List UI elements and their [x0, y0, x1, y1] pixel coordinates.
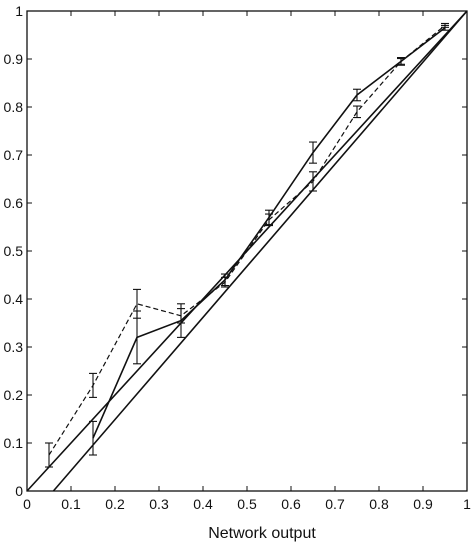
error-bar	[309, 171, 317, 192]
x-tick-label: 0.3	[149, 496, 169, 512]
y-tick-label: 0.7	[4, 147, 24, 163]
x-tick-label: 0.9	[413, 496, 433, 512]
series-2	[45, 22, 449, 468]
y-tick-labels: 0 0.1 0.2 0.3 0.4 0.5 0.6 0.7 0.8 0.9 1	[4, 3, 24, 499]
x-tick-label: 1	[463, 496, 471, 512]
x-tick-label: 0.8	[369, 496, 389, 512]
y-tick-label: 0.6	[4, 195, 24, 211]
y-tick-label: 0	[15, 483, 23, 499]
x-tick-label: 0.7	[325, 496, 345, 512]
y-tick-label: 0.5	[4, 243, 24, 259]
x-tick-label: 0.5	[237, 496, 257, 512]
series-layer	[26, 10, 468, 492]
y-tick-label: 0.3	[4, 339, 24, 355]
error-bar	[353, 105, 361, 119]
error-bar	[265, 213, 273, 227]
error-bar	[89, 372, 97, 398]
series-line	[92, 27, 446, 439]
series-line	[52, 10, 468, 492]
y-tick-label: 1	[15, 3, 23, 19]
y-tick-label: 0.4	[4, 291, 24, 307]
x-axis-label: Network output	[208, 525, 316, 542]
series-4	[52, 10, 468, 492]
y-tick-label: 0.8	[4, 99, 24, 115]
x-tick-label: 0.4	[193, 496, 213, 512]
error-bar	[441, 22, 449, 28]
x-tick-labels: 0 0.1 0.2 0.3 0.4 0.5 0.6 0.7 0.8 0.9 1	[23, 496, 471, 512]
x-tick-label: 0.6	[281, 496, 301, 512]
series-line	[26, 10, 468, 492]
error-bar	[309, 141, 317, 164]
x-tick-label: 0	[23, 496, 31, 512]
error-bar	[133, 310, 141, 365]
y-tick-label: 0.9	[4, 51, 24, 67]
x-tick-label: 0.2	[105, 496, 125, 512]
error-bar	[133, 288, 141, 319]
y-tick-label: 0.1	[4, 435, 24, 451]
error-bar	[353, 88, 361, 102]
error-bar	[89, 420, 97, 456]
x-tick-label: 0.1	[61, 496, 81, 512]
series-line	[48, 24, 446, 456]
error-bar	[397, 57, 405, 65]
series-3	[26, 10, 468, 492]
y-tick-label: 0.2	[4, 387, 24, 403]
axis-ticks	[26, 10, 468, 492]
